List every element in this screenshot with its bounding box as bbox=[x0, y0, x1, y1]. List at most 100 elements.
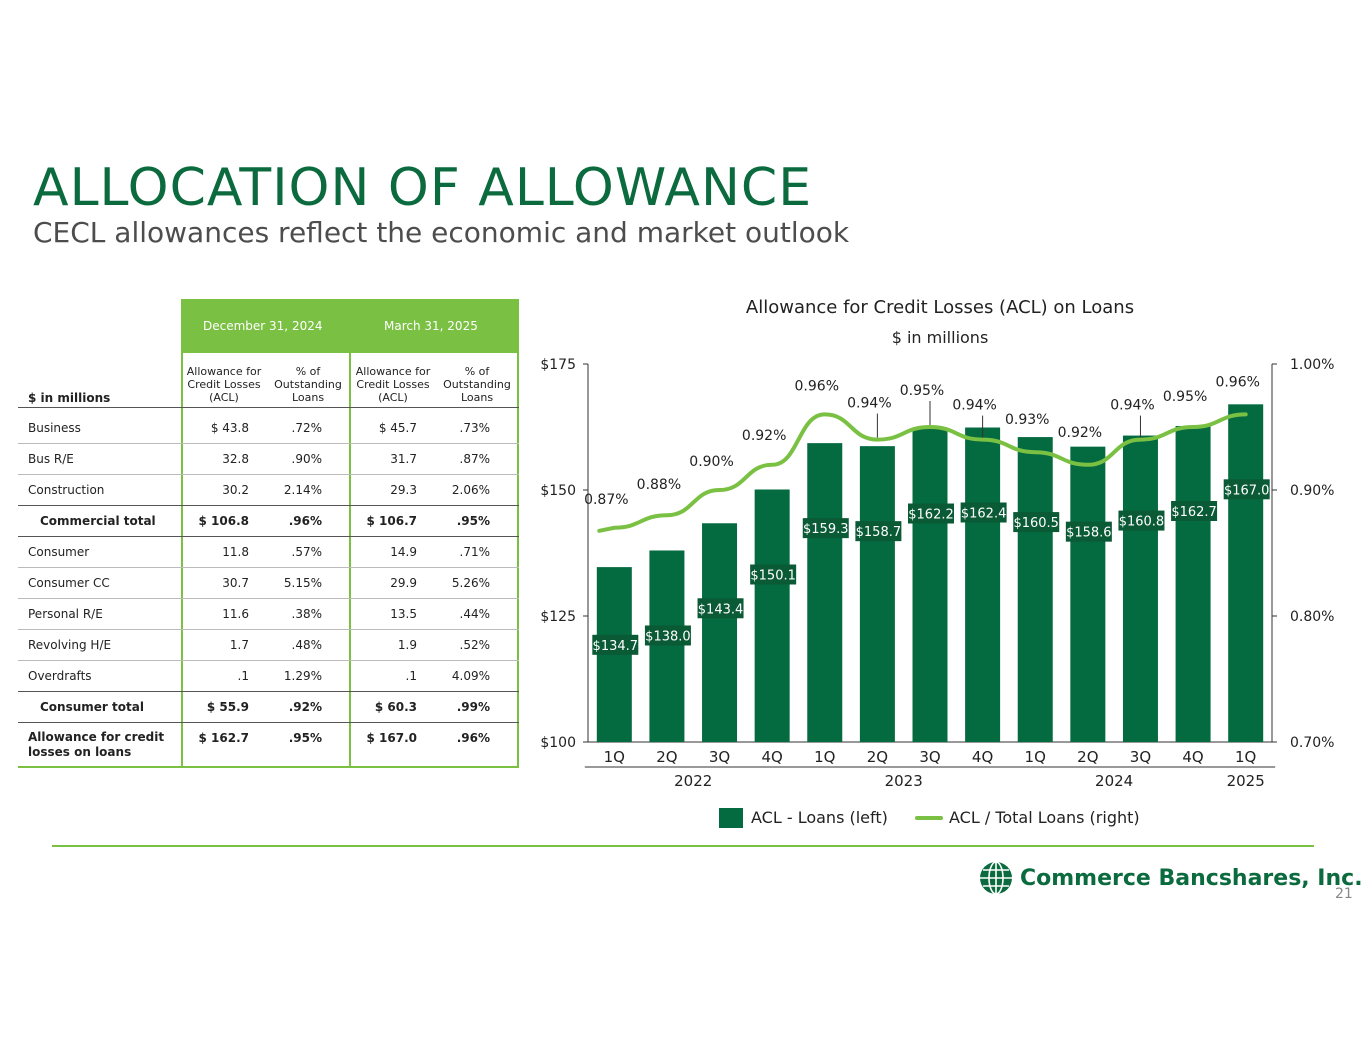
row-cell: $ 43.8 bbox=[210, 421, 249, 435]
line-label: 0.87% bbox=[584, 492, 628, 508]
row-cell: .1 bbox=[405, 669, 417, 683]
logo-text: Commerce Bancshares, Inc. bbox=[1020, 865, 1363, 891]
col-header-pct-1: % of Outstanding Loans bbox=[274, 365, 342, 404]
year-label: 2025 bbox=[1227, 772, 1265, 790]
row-cell: 2.06% bbox=[451, 483, 490, 497]
row-cell: .92% bbox=[288, 700, 322, 714]
table-row: Business $ 43.8 .72% $ 45.7 .73% bbox=[18, 413, 519, 444]
row-cell: .96% bbox=[288, 514, 322, 528]
row-rule bbox=[18, 660, 519, 661]
row-cell: 30.7 bbox=[222, 576, 249, 590]
table-row: Construction 30.2 2.14% 29.3 2.06% bbox=[18, 475, 519, 506]
bar-label: $162.2 bbox=[908, 508, 954, 523]
bar bbox=[912, 428, 948, 742]
row-cell: .1 bbox=[237, 669, 249, 683]
x-tick-label: 4Q bbox=[1182, 748, 1203, 766]
row-label: Consumer total bbox=[40, 700, 144, 714]
bar-label-bg bbox=[1118, 510, 1165, 531]
row-cell: .96% bbox=[456, 731, 490, 745]
line-label: 0.94% bbox=[847, 396, 891, 412]
row-cell: 30.2 bbox=[222, 483, 249, 497]
row-rule bbox=[18, 629, 519, 630]
col-header-acl-1: Allowance for Credit Losses (ACL) bbox=[186, 365, 262, 404]
left-tick-label: $175 bbox=[540, 357, 576, 373]
period-dec-2024: December 31, 2024 bbox=[203, 319, 323, 333]
col-header-pct-2: % of Outstanding Loans bbox=[443, 365, 511, 404]
row-rule bbox=[18, 691, 519, 692]
legend-bar-label: ACL - Loans (left) bbox=[751, 808, 888, 827]
bar bbox=[649, 550, 685, 742]
line-label: 0.92% bbox=[742, 428, 786, 444]
row-cell: .57% bbox=[291, 545, 323, 559]
bar-label: $138.0 bbox=[645, 629, 691, 644]
row-rule bbox=[18, 474, 519, 475]
row-label: Consumer CC bbox=[28, 576, 110, 590]
page-number: 21 bbox=[1335, 886, 1353, 902]
row-cell: $ 167.0 bbox=[366, 731, 417, 745]
right-tick-label: 0.80% bbox=[1290, 609, 1334, 625]
bar-label-bg bbox=[1013, 512, 1060, 533]
line-label: 0.88% bbox=[637, 477, 681, 493]
row-rule bbox=[18, 722, 519, 723]
bar-label: $158.6 bbox=[1066, 526, 1112, 541]
row-label: Construction bbox=[28, 483, 105, 497]
row-cell: 11.8 bbox=[222, 545, 249, 559]
table-row: Consumer total $ 55.9 .92% $ 60.3 .99% bbox=[18, 692, 519, 723]
x-tick-label: 4Q bbox=[972, 748, 993, 766]
row-cell: 1.7 bbox=[229, 638, 249, 652]
company-logo: Commerce Bancshares, Inc. bbox=[978, 860, 1363, 896]
left-tick-label: $150 bbox=[540, 483, 576, 499]
x-tick-label: 3Q bbox=[919, 748, 940, 766]
x-tick-label: 1Q bbox=[1025, 748, 1046, 766]
bar-label-bg bbox=[750, 564, 797, 585]
row-cell: .38% bbox=[291, 607, 323, 621]
x-tick-label: 1Q bbox=[1235, 748, 1256, 766]
bar-label-bg bbox=[592, 634, 639, 655]
x-tick-label: 4Q bbox=[761, 748, 782, 766]
legend-line-label: ACL / Total Loans (right) bbox=[949, 808, 1140, 827]
table-row: Consumer CC 30.7 5.15% 29.9 5.26% bbox=[18, 568, 519, 599]
bar bbox=[1017, 437, 1053, 742]
table-period-header: December 31, 2024 March 31, 2025 bbox=[181, 299, 519, 353]
bar-label: $167.0 bbox=[1224, 483, 1270, 498]
year-label: 2022 bbox=[674, 772, 712, 790]
bar-label-bg bbox=[960, 502, 1007, 523]
row-cell: .95% bbox=[456, 514, 490, 528]
line-label: 0.93% bbox=[1005, 412, 1049, 428]
row-rule bbox=[18, 443, 519, 444]
right-tick-label: 0.90% bbox=[1290, 483, 1334, 499]
row-cell: .72% bbox=[291, 421, 323, 435]
row-cell: .48% bbox=[291, 638, 323, 652]
row-rule bbox=[18, 598, 519, 599]
row-cell: .73% bbox=[459, 421, 491, 435]
row-label: Personal R/E bbox=[28, 607, 103, 621]
row-cell: $ 106.7 bbox=[366, 514, 417, 528]
row-cell: 32.8 bbox=[222, 452, 249, 466]
chart-subtitle: $ in millions bbox=[891, 328, 989, 347]
col-header-acl-2: Allowance for Credit Losses (ACL) bbox=[355, 365, 431, 404]
line-label: 0.96% bbox=[795, 378, 839, 394]
row-cell: .90% bbox=[291, 452, 323, 466]
row-label: Business bbox=[28, 421, 81, 435]
table-row: Commercial total $ 106.8 .96% $ 106.7 .95% bbox=[18, 506, 519, 537]
x-tick-label: 3Q bbox=[709, 748, 730, 766]
row-rule bbox=[18, 536, 519, 537]
row-cell: 1.29% bbox=[283, 669, 322, 683]
bar bbox=[859, 446, 895, 742]
row-cell: .95% bbox=[288, 731, 322, 745]
year-label: 2024 bbox=[1095, 772, 1133, 790]
line-label: 0.95% bbox=[900, 383, 944, 399]
row-label: Revolving H/E bbox=[28, 638, 112, 652]
row-cell: 11.6 bbox=[222, 607, 249, 621]
table-divider-right bbox=[517, 353, 519, 767]
bar-label-bg bbox=[855, 521, 902, 542]
row-rule bbox=[18, 567, 519, 568]
row-cell: $ 106.8 bbox=[198, 514, 249, 528]
table-row: Allowance for credit losses on loans $ 16… bbox=[18, 723, 519, 759]
table-row: Personal R/E 11.6 .38% 13.5 .44% bbox=[18, 599, 519, 630]
bar bbox=[807, 443, 843, 742]
bar-label: $162.4 bbox=[961, 507, 1007, 522]
bar-label: $150.1 bbox=[750, 568, 796, 583]
row-rule bbox=[18, 505, 519, 506]
bar-label-bg bbox=[1171, 500, 1218, 521]
